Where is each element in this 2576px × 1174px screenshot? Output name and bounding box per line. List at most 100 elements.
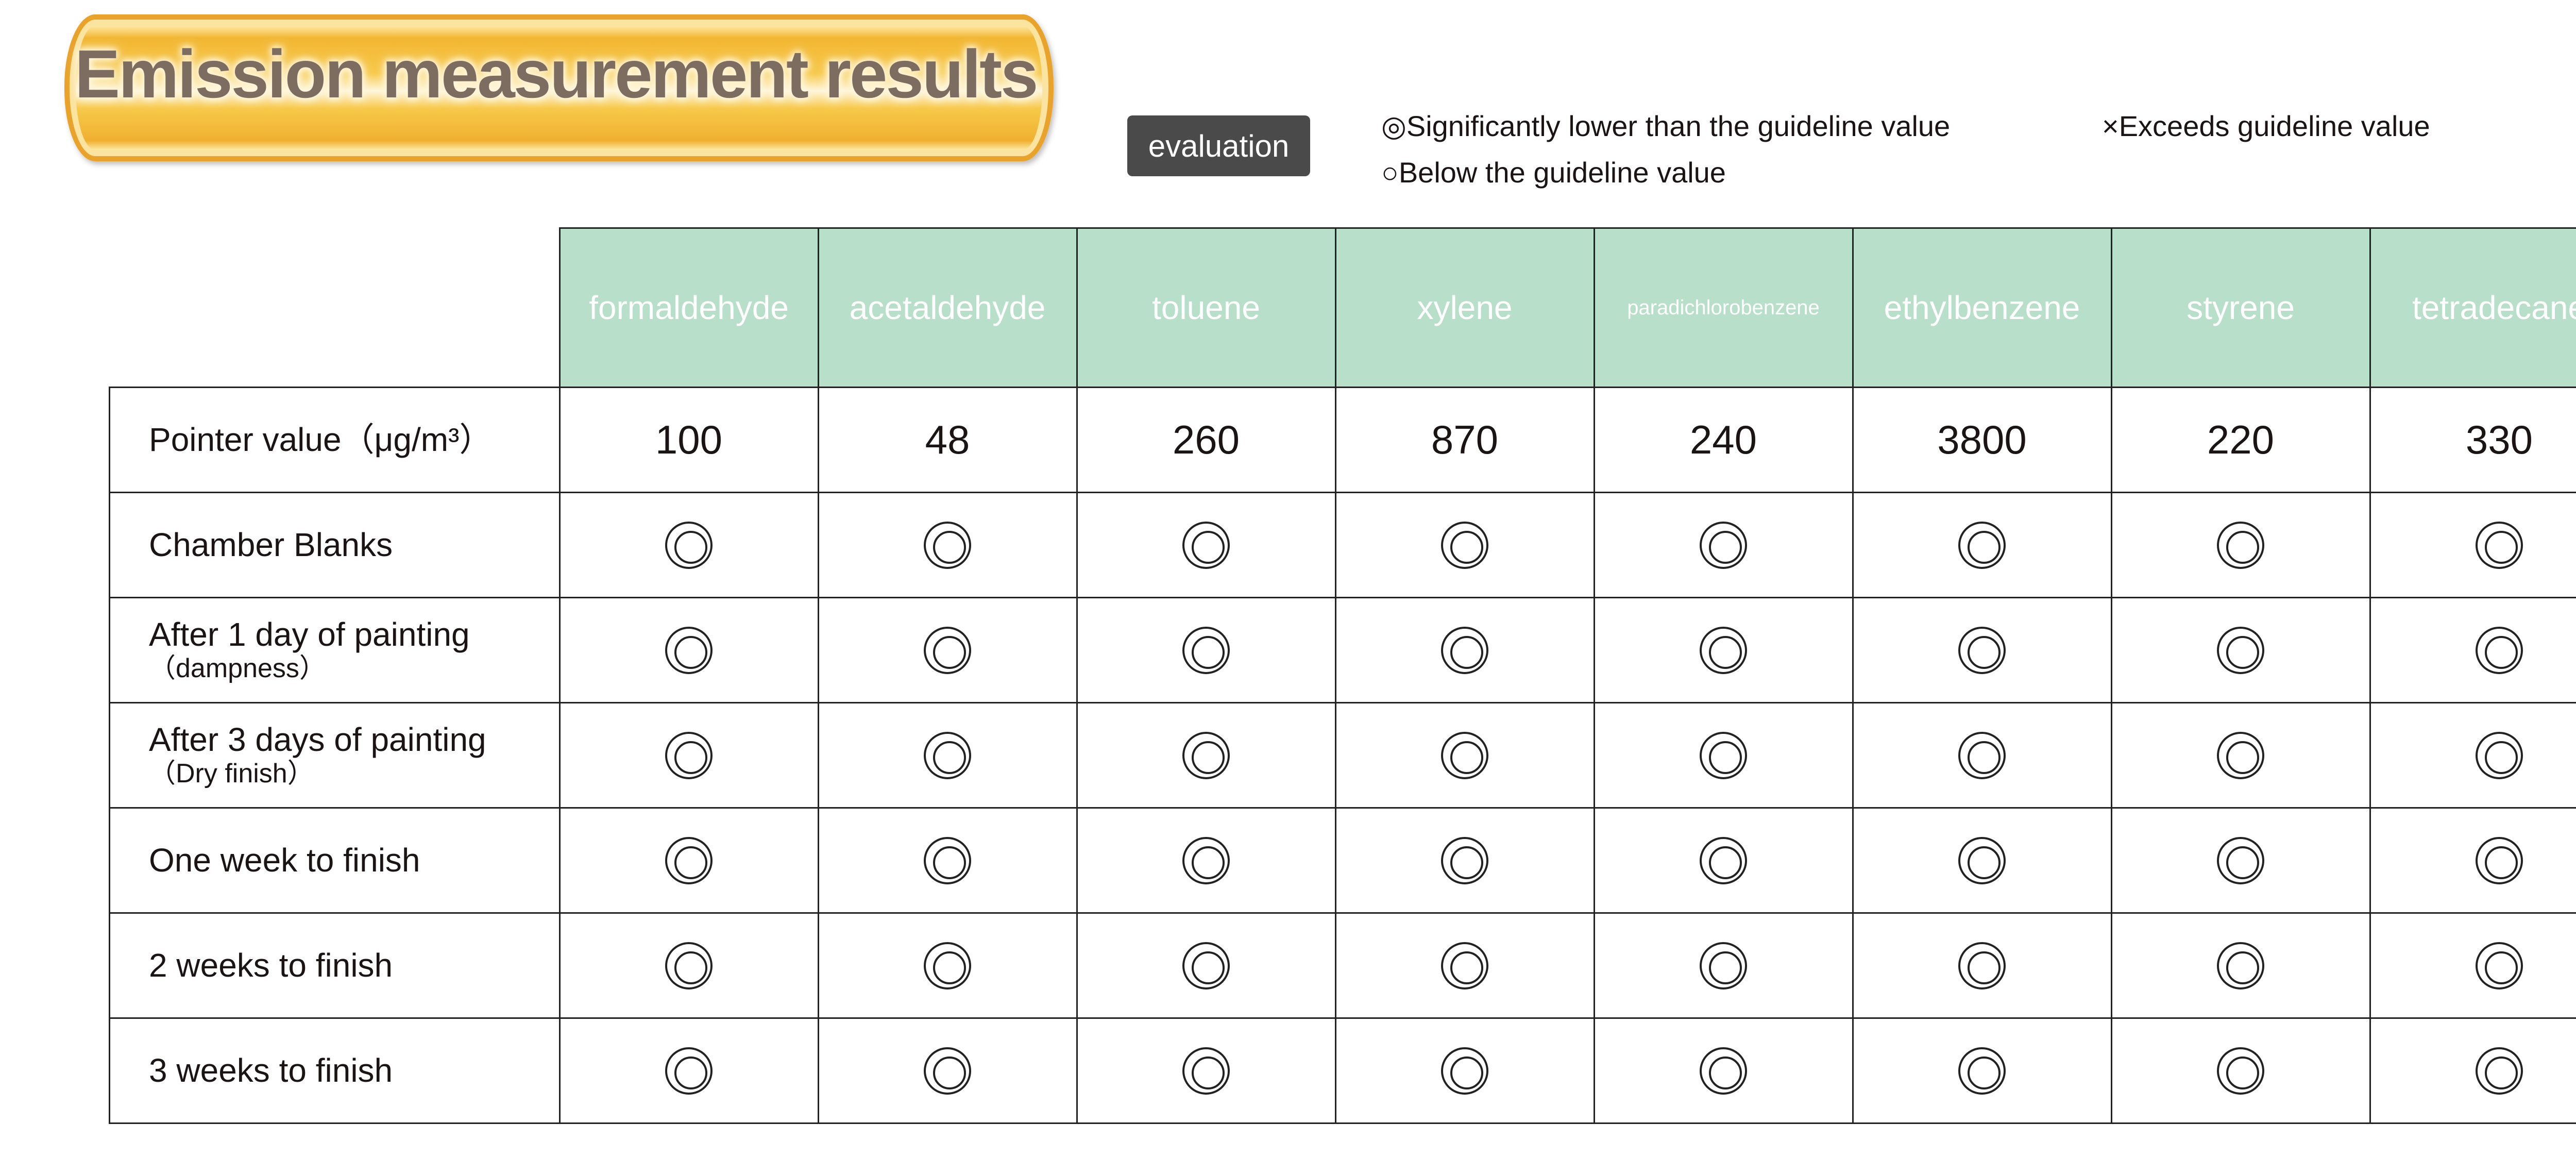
pointer-value: 100 [558, 387, 819, 493]
double-circle-icon [1700, 731, 1747, 779]
evaluation-cell [1334, 807, 1595, 914]
evaluation-cell [1852, 702, 2112, 809]
double-circle-icon [1441, 521, 1488, 569]
evaluation-cell [1076, 807, 1336, 914]
evaluation-cell [1076, 912, 1336, 1019]
double-circle-icon [2217, 521, 2264, 569]
evaluation-cell [1852, 807, 2112, 914]
pointer-value: 260 [1076, 387, 1336, 493]
page-title: Emission measurement results [75, 36, 1038, 112]
double-circle-icon [665, 836, 713, 884]
double-circle-icon [1441, 626, 1488, 674]
evaluation-cell [1334, 912, 1595, 1019]
double-circle-icon [2217, 1047, 2264, 1095]
double-circle-icon [1441, 1047, 1488, 1095]
evaluation-cell [1852, 1017, 2112, 1124]
double-circle-icon [1700, 626, 1747, 674]
double-circle-icon [2476, 942, 2523, 989]
evaluation-cell [558, 492, 819, 598]
column-header-xylene: xylene [1334, 227, 1595, 388]
double-circle-icon [924, 1047, 971, 1095]
column-header-ethylbenzene: ethylbenzene [1852, 227, 2112, 388]
evaluation-cell [2110, 1017, 2371, 1124]
evaluation-cell [1593, 807, 1854, 914]
evaluation-cell [817, 807, 1078, 914]
pointer-value: 870 [1334, 387, 1595, 493]
double-circle-icon [1700, 942, 1747, 989]
double-circle-icon [665, 521, 713, 569]
double-circle-icon [1182, 836, 1230, 884]
legend-significantly-lower: ◎Significantly lower than the guideline … [1381, 110, 1951, 142]
double-circle-icon [1958, 1047, 2006, 1095]
double-circle-icon [924, 521, 971, 569]
double-circle-icon [665, 1047, 713, 1095]
pointer-value: 240 [1593, 387, 1854, 493]
double-circle-icon [1182, 942, 1230, 989]
double-circle-icon [1958, 836, 2006, 884]
column-header-toluene: toluene [1076, 227, 1336, 388]
evaluation-cell [1076, 702, 1336, 809]
double-circle-icon [1958, 521, 2006, 569]
evaluation-cell [817, 702, 1078, 809]
double-circle-icon [1182, 521, 1230, 569]
evaluation-cell [1076, 597, 1336, 703]
table-row: One week to finish [109, 807, 2576, 914]
column-header-acetaldehyde: acetaldehyde [817, 227, 1078, 388]
row-label: 3 weeks to finish [109, 1017, 561, 1124]
column-header-formaldehyde: formaldehyde [558, 227, 819, 388]
row-label: Pointer value（μg/m³） [109, 387, 561, 493]
evaluation-cell [2110, 702, 2371, 809]
double-circle-icon [2476, 1047, 2523, 1095]
evaluation-cell [2110, 492, 2371, 598]
evaluation-cell [1593, 1017, 1854, 1124]
header-row: formaldehyde acetaldehyde toluene xylene par… [109, 227, 2576, 388]
evaluation-cell [817, 597, 1078, 703]
pointer-value: 330 [2369, 387, 2576, 493]
evaluation-cell [558, 702, 819, 809]
evaluation-cell [2369, 702, 2576, 809]
double-circle-icon [665, 942, 713, 989]
evaluation-cell [817, 492, 1078, 598]
double-circle-icon [1441, 942, 1488, 989]
double-circle-icon [2217, 626, 2264, 674]
evaluation-cell [2110, 597, 2371, 703]
evaluation-cell [817, 912, 1078, 1019]
row-label-text: 3 weeks to finish [149, 1051, 393, 1089]
row-label: 2 weeks to finish [109, 912, 561, 1019]
double-circle-icon [665, 731, 713, 779]
evaluation-cell [1852, 912, 2112, 1019]
evaluation-cell [1334, 1017, 1595, 1124]
evaluation-cell [1593, 597, 1854, 703]
row-label: After 1 day of painting （dampness） [109, 597, 561, 703]
results-table: formaldehyde acetaldehyde toluene xylene par… [109, 227, 2576, 1124]
double-circle-icon [1958, 942, 2006, 989]
double-circle-icon [1182, 1047, 1230, 1095]
double-circle-icon [2217, 731, 2264, 779]
row-label: After 3 days of painting （Dry finish） [109, 702, 561, 809]
row-label-text: One week to finish [149, 841, 420, 879]
evaluation-cell [1334, 702, 1595, 809]
double-circle-icon [1441, 731, 1488, 779]
table-row: 3 weeks to finish [109, 1017, 2576, 1124]
evaluation-cell [2110, 807, 2371, 914]
evaluation-cell [558, 597, 819, 703]
evaluation-cell [1593, 702, 1854, 809]
pointer-value: 48 [817, 387, 1078, 493]
legend-below: ○Below the guideline value [1381, 156, 1726, 189]
double-circle-icon [924, 626, 971, 674]
row-label-sub: （Dry finish） [149, 759, 314, 789]
double-circle-icon [1182, 731, 1230, 779]
row-label-text: After 3 days of painting [149, 720, 486, 758]
double-circle-icon [2476, 731, 2523, 779]
double-circle-icon [1700, 1047, 1747, 1095]
double-circle-icon [1441, 836, 1488, 884]
evaluation-cell [817, 1017, 1078, 1124]
evaluation-cell [2369, 597, 2576, 703]
row-label-sub: （dampness） [149, 653, 326, 684]
double-circle-icon [924, 836, 971, 884]
column-header-paradichlorobenzene: paradichlorobenzene [1593, 227, 1854, 388]
row-label: One week to finish [109, 807, 561, 914]
evaluation-cell [558, 807, 819, 914]
row-label: Chamber Blanks [109, 492, 561, 598]
evaluation-cell [1593, 912, 1854, 1019]
